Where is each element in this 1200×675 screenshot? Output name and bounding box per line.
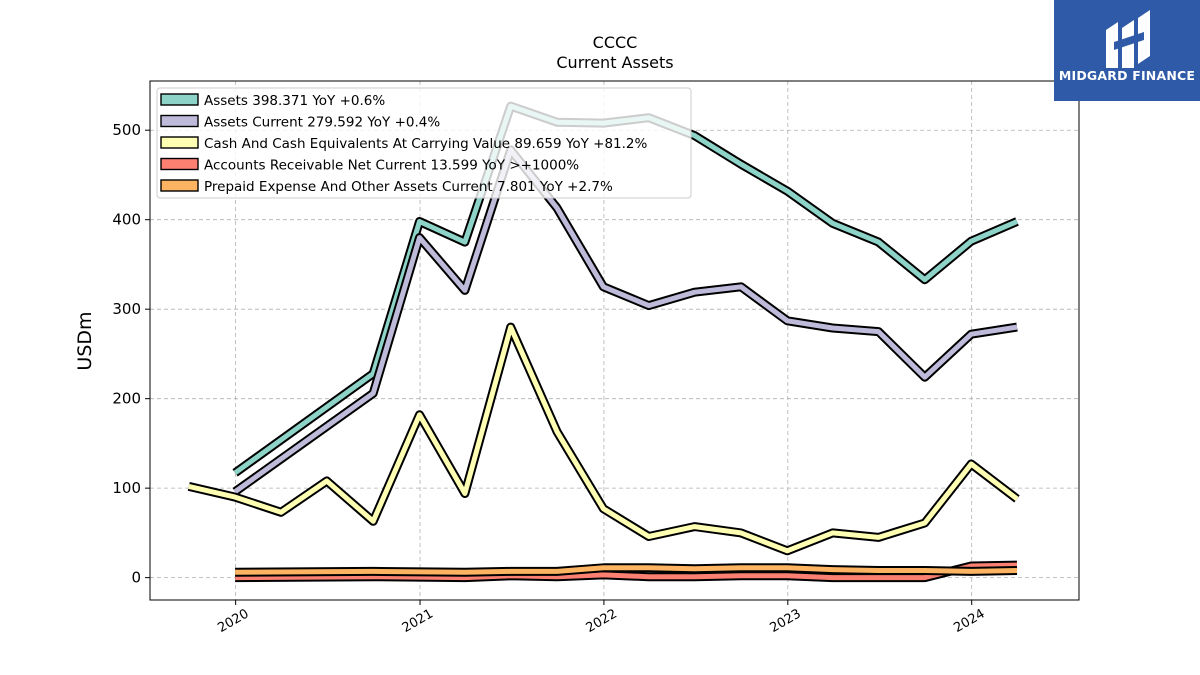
legend-item: Accounts Receivable Net Current 13.599 Y… — [160, 157, 579, 174]
x-tick-label: 2023 — [768, 606, 804, 636]
legend-label: Accounts Receivable Net Current 13.599 Y… — [204, 158, 579, 174]
legend-swatch — [160, 157, 199, 171]
legend-swatch — [160, 179, 199, 192]
y-tick-label: 500 — [112, 121, 141, 139]
series-line — [235, 565, 1018, 575]
x-tick-label: 2020 — [215, 606, 251, 636]
legend-item: Prepaid Expense And Other Assets Current… — [160, 179, 613, 195]
series-4 — [235, 563, 1018, 577]
legend-label: Cash And Cash Equivalents At Carrying Va… — [204, 136, 648, 152]
legend-swatch — [160, 136, 199, 149]
series-line — [188, 324, 1019, 554]
brand-logo: MIDGARD FINANCE — [1054, 0, 1200, 101]
x-tick-label: 2024 — [951, 606, 987, 636]
legend-label: Assets 398.371 YoY +0.6% — [204, 93, 385, 109]
x-tick-label: 2022 — [584, 606, 620, 636]
plot-frame — [149, 80, 1080, 601]
legend-swatch — [160, 93, 199, 106]
series-line — [233, 147, 1018, 494]
legend-label: Assets Current 279.592 YoY +0.4% — [204, 115, 440, 131]
legend-box — [156, 87, 692, 199]
series-2 — [187, 322, 1020, 556]
y-axis-ticks: 0 100 200 300 400 500 — [112, 121, 150, 587]
chart-title: CCCC — [593, 33, 638, 52]
series-line — [235, 562, 1018, 581]
series-3 — [235, 560, 1018, 583]
series-1 — [232, 145, 1018, 496]
chart-subtitle: Current Assets — [556, 53, 673, 72]
y-tick-label: 100 — [112, 479, 141, 497]
brand-logo-icon — [1106, 10, 1150, 68]
brand-name: MIDGARD FINANCE — [1058, 68, 1196, 83]
y-tick-label: 0 — [131, 569, 141, 587]
y-tick-label: 400 — [112, 211, 141, 229]
y-tick-label: 300 — [112, 300, 141, 318]
x-tick-label: 2021 — [400, 606, 436, 636]
x-axis-ticks: 2020 2021 2022 2023 2024 — [215, 600, 988, 636]
legend-swatch — [160, 114, 199, 128]
legend-item: Assets 398.371 YoY +0.6% — [160, 93, 385, 109]
legend-item: Assets Current 279.592 YoY +0.4% — [160, 114, 440, 131]
legend-label: Prepaid Expense And Other Assets Current… — [204, 179, 613, 195]
series-lines — [187, 101, 1020, 583]
legend-item: Cash And Cash Equivalents At Carrying Va… — [160, 136, 648, 152]
series-outline — [232, 145, 1018, 496]
y-axis-label: USDm — [74, 311, 96, 370]
legend: Assets 398.371 YoY +0.6% Assets Current 2… — [156, 87, 692, 199]
y-tick-label: 200 — [112, 390, 141, 408]
